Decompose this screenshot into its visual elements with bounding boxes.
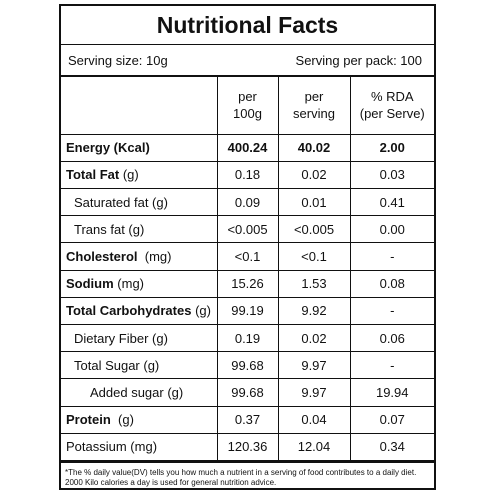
table-row: Total Sugar (g) 99.68 9.97 - (61, 351, 434, 380)
header-rda: % RDA (per Serve) (349, 74, 434, 135)
table-row: Saturated fat (g) 0.09 0.01 0.41 (61, 188, 434, 217)
table-row: Protein (g) 0.37 0.04 0.07 (61, 405, 434, 434)
header-per-serving: per serving (277, 74, 351, 135)
nutrient-name: Dietary Fiber (g) (61, 323, 218, 353)
footnote: *The % daily value(DV) tells you how muc… (61, 461, 434, 488)
serving-info: Serving size: 10g Serving per pack: 100 (61, 44, 434, 76)
header-blank (61, 74, 218, 135)
per-serving-value: 0.04 (277, 405, 351, 434)
per-100g-value: 0.09 (216, 188, 279, 217)
rda-value: 19.94 (349, 378, 434, 407)
per-serving-value: 9.92 (277, 296, 351, 326)
nutrient-name: Added sugar (g) (61, 378, 218, 407)
nutrient-name: Protein (g) (61, 405, 218, 434)
nutrient-name: Total Sugar (g) (61, 351, 218, 380)
rda-value: 0.34 (349, 432, 434, 462)
table-row: Potassium (mg) 120.36 12.04 0.34 (61, 432, 434, 462)
rda-value: - (349, 296, 434, 326)
per-100g-value: 0.18 (216, 160, 279, 190)
per-100g-value: 0.37 (216, 405, 279, 434)
per-serving-value: 0.01 (277, 188, 351, 217)
nutrition-table: per 100g per serving % RDA (per Serve) E… (61, 74, 434, 462)
table-row: Trans fat (g) <0.005 <0.005 0.00 (61, 215, 434, 244)
per-serving-value: 40.02 (277, 133, 351, 162)
per-serving-value: <0.1 (277, 242, 351, 271)
per-100g-value: 400.24 (216, 133, 279, 162)
per-serving-value: 0.02 (277, 160, 351, 190)
per-100g-value: <0.005 (216, 215, 279, 244)
per-100g-value: 15.26 (216, 269, 279, 298)
per-serving-value: 0.02 (277, 323, 351, 353)
rda-value: 0.41 (349, 188, 434, 217)
nutrient-name: Potassium (mg) (61, 432, 218, 462)
per-100g-value: 99.19 (216, 296, 279, 326)
table-row: Total Carbohydrates (g) 99.19 9.92 - (61, 296, 434, 326)
rda-value: 0.07 (349, 405, 434, 434)
rda-value: - (349, 242, 434, 271)
rda-value: 0.00 (349, 215, 434, 244)
table-row: Added sugar (g) 99.68 9.97 19.94 (61, 378, 434, 407)
per-serving-value: 9.97 (277, 351, 351, 380)
per-serving-value: 12.04 (277, 432, 351, 462)
panel-title: Nutritional Facts (156, 12, 339, 38)
rda-value: - (349, 351, 434, 380)
nutrient-name: Trans fat (g) (61, 215, 218, 244)
rda-value: 0.08 (349, 269, 434, 298)
table-row: Dietary Fiber (g) 0.19 0.02 0.06 (61, 323, 434, 353)
per-100g-value: 120.36 (216, 432, 279, 462)
table-row: Total Fat (g) 0.18 0.02 0.03 (61, 160, 434, 190)
per-serving-value: <0.005 (277, 215, 351, 244)
table-row: Sodium (mg) 15.26 1.53 0.08 (61, 269, 434, 298)
rda-value: 2.00 (349, 133, 434, 162)
nutrient-name: Total Carbohydrates (g) (61, 296, 218, 326)
table-row: Energy (Kcal) 400.24 40.02 2.00 (61, 133, 434, 162)
rda-value: 0.06 (349, 323, 434, 353)
table-header-row: per 100g per serving % RDA (per Serve) (61, 74, 434, 135)
nutrient-name: Sodium (mg) (61, 269, 218, 298)
nutrient-name: Cholesterol (mg) (61, 242, 218, 271)
per-serving-value: 1.53 (277, 269, 351, 298)
per-100g-value: 0.19 (216, 323, 279, 353)
serving-size: Serving size: 10g (68, 53, 168, 68)
per-100g-value: 99.68 (216, 351, 279, 380)
nutrient-name: Saturated fat (g) (61, 188, 218, 217)
serving-per-pack: Serving per pack: 100 (295, 53, 422, 68)
nutrient-name: Total Fat (g) (61, 160, 218, 190)
per-serving-value: 9.97 (277, 378, 351, 407)
nutrient-name: Energy (Kcal) (61, 133, 218, 162)
table-row: Cholesterol (mg) <0.1 <0.1 - (61, 242, 434, 271)
nutrition-facts-panel: Nutritional Facts Serving size: 10g Serv… (59, 4, 436, 490)
rda-value: 0.03 (349, 160, 434, 190)
per-100g-value: <0.1 (216, 242, 279, 271)
per-100g-value: 99.68 (216, 378, 279, 407)
header-per-100g: per 100g (216, 74, 279, 135)
